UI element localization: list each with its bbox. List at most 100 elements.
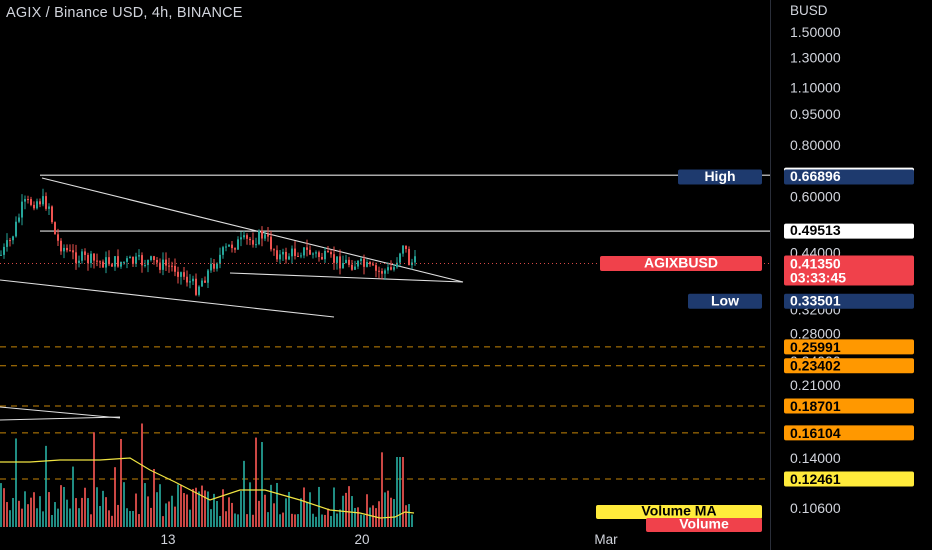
volume-bar	[231, 502, 233, 527]
candle-body	[81, 251, 83, 261]
upper-trendline	[41, 177, 464, 283]
candle-body	[222, 247, 224, 255]
candle-body	[6, 240, 8, 247]
candle-body	[219, 254, 221, 264]
resistance-value: 0.49513	[790, 222, 841, 238]
volume-bar	[255, 437, 257, 527]
volume-bar	[186, 494, 188, 527]
candle-body	[342, 262, 344, 269]
volume-bar	[24, 491, 26, 527]
candle-body	[99, 261, 101, 263]
candle-body	[96, 260, 98, 262]
volume-bar	[411, 514, 413, 527]
volume-bar	[345, 492, 347, 527]
time-axis[interactable]: 13 20 Mar	[160, 532, 618, 547]
candle-body	[318, 252, 320, 257]
candle-body	[285, 251, 287, 260]
candle-body	[147, 260, 149, 266]
level-tag	[784, 398, 914, 414]
candle-body	[138, 255, 140, 257]
candle-body	[66, 247, 68, 251]
candle-body	[393, 267, 395, 270]
candle-body	[75, 252, 77, 263]
y-tick-label: 1.10000	[790, 80, 841, 96]
low-tag	[784, 293, 914, 309]
volume-bar	[324, 514, 326, 527]
candle-body	[234, 248, 236, 250]
candle-body	[126, 258, 128, 262]
volume-bar	[195, 487, 197, 527]
volume-bar	[78, 508, 80, 527]
volume-bar	[3, 488, 5, 527]
candle-body	[315, 252, 317, 254]
lower-trendline	[229, 272, 464, 283]
volume-bar	[252, 514, 254, 527]
candle-body	[141, 255, 143, 266]
candle-body	[198, 286, 200, 295]
candle-body	[216, 263, 218, 269]
y-tick-label: 1.30000	[790, 50, 841, 66]
high-label-tag	[678, 169, 762, 185]
x-tick-label: 20	[354, 532, 369, 547]
volume-bar	[339, 509, 341, 527]
volume-bar	[96, 487, 98, 527]
candle-body	[267, 234, 269, 237]
candle-body	[333, 254, 335, 263]
candle-body	[42, 196, 44, 205]
y-tick-label: 0.28000	[790, 326, 841, 342]
candle-body	[84, 251, 86, 255]
candle-body	[276, 250, 278, 260]
volume-bar	[69, 508, 71, 527]
candle-body	[135, 256, 137, 264]
candle-body	[108, 257, 110, 265]
volume-bar	[168, 501, 170, 527]
resistance-tag	[784, 223, 914, 239]
horizontal-lines[interactable]	[40, 174, 770, 232]
volume-bar	[333, 487, 335, 527]
volume-bar	[27, 504, 29, 527]
volume-bar	[408, 504, 410, 527]
candle-body	[144, 265, 146, 267]
candle-body	[180, 272, 182, 277]
volume-bar	[189, 509, 191, 527]
candle-body	[69, 250, 71, 252]
candle-body	[402, 245, 404, 254]
volume-bar	[54, 502, 56, 527]
volume-bar	[150, 507, 152, 527]
y-tick-label: 0.21000	[790, 377, 841, 393]
candle-body	[213, 263, 215, 269]
high-label-value: High	[704, 168, 735, 184]
volume-bar	[132, 510, 134, 527]
volume-bar	[378, 501, 380, 527]
countdown-value: 03:33:45	[790, 269, 846, 285]
volume-bar	[87, 498, 89, 527]
candle-body	[63, 247, 65, 252]
candle-body	[162, 259, 164, 270]
volume-bar	[249, 482, 251, 527]
volume-bar	[18, 500, 20, 527]
candle-body	[243, 235, 245, 238]
candle-body	[249, 238, 251, 241]
chart-title: AGIX / Binance USD, 4h, BINANCE	[6, 5, 243, 21]
axis-divider	[770, 0, 771, 550]
volume-bar	[207, 491, 209, 527]
volume-bar	[384, 492, 386, 527]
volume-bar	[144, 483, 146, 527]
volume-bar	[360, 514, 362, 527]
volume-bar	[309, 492, 311, 527]
candle-body	[369, 262, 371, 265]
last-price-tag	[784, 255, 914, 286]
volume-bar	[159, 484, 161, 527]
candle-body	[165, 259, 167, 266]
candle-body	[282, 251, 284, 255]
candle-body	[288, 256, 290, 260]
volume-bar	[177, 484, 179, 527]
trendlines[interactable]	[0, 177, 464, 421]
volume-bar	[147, 496, 149, 527]
x-tick-label: Mar	[594, 532, 618, 547]
volume-bar	[60, 485, 62, 527]
high-value: 0.66896	[790, 168, 841, 184]
candle-body	[207, 270, 209, 283]
